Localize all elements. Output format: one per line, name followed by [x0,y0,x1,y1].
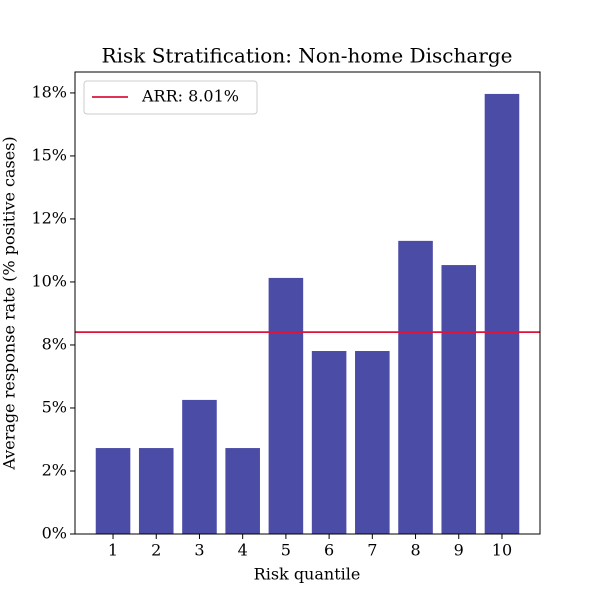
y-tick-label: 0% [42,524,67,543]
x-tick-label: 10 [492,541,512,560]
y-tick-label: 10% [31,271,67,290]
y-tick-label: 2% [42,460,67,479]
bar [398,240,433,534]
bar [484,93,520,535]
bar [95,448,131,534]
bar [182,399,217,534]
x-tick-label: 4 [238,541,248,560]
chart-title: Risk Stratification: Non-home Discharge [102,44,513,68]
x-tick-label: 8 [410,541,420,560]
bar [355,351,390,534]
bar [441,265,477,534]
x-tick-label: 1 [108,541,118,560]
bar [138,448,174,534]
x-tick-label: 5 [281,541,291,560]
x-tick-label: 3 [194,541,204,560]
y-tick-label: 12% [31,208,67,227]
legend-label: ARR: 8.01% [141,87,239,106]
y-tick-label: 15% [31,145,67,164]
y-tick-label: 18% [31,82,67,101]
bar [268,277,304,534]
plot-frame [74,71,541,535]
x-tick-label: 2 [151,541,161,560]
bar [311,351,347,534]
x-tick-label: 7 [367,541,377,560]
x-tick-label: 6 [324,541,334,560]
bar [225,448,260,534]
x-axis-label: Risk quantile [254,565,361,584]
y-tick-label: 5% [42,397,67,416]
y-tick-label: 8% [42,334,67,353]
x-tick-label: 9 [454,541,464,560]
y-axis-label: Average response rate (% positive cases) [0,136,19,470]
legend-box [83,80,258,115]
